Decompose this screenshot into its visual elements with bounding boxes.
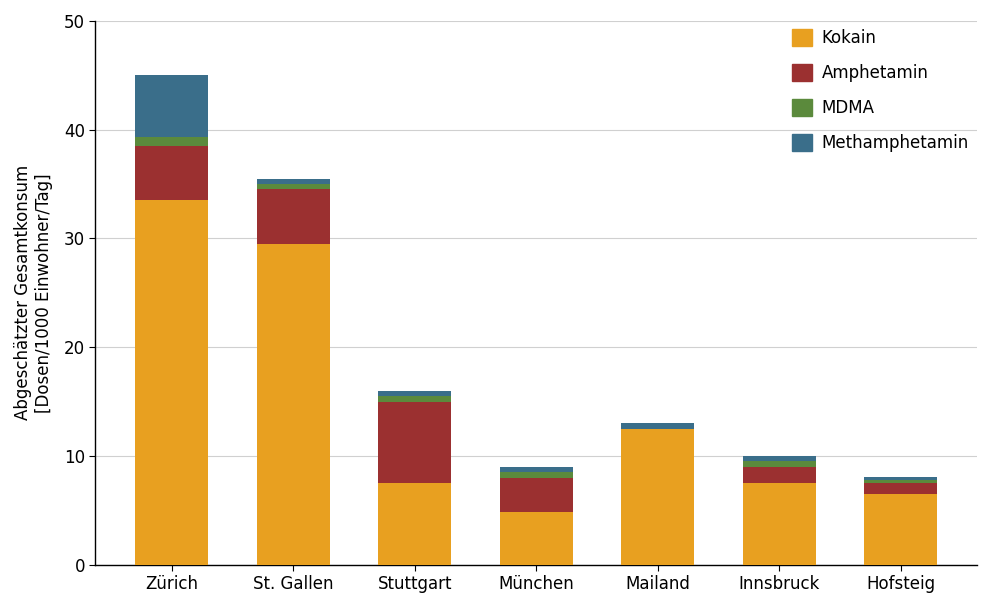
Bar — [379, 396, 451, 402]
Bar — [379, 483, 451, 565]
Bar — [257, 184, 330, 189]
Bar — [136, 200, 208, 565]
Bar — [257, 189, 330, 244]
Bar — [742, 483, 816, 565]
Bar — [257, 178, 330, 184]
Bar — [864, 480, 937, 483]
Bar — [742, 456, 816, 461]
Bar — [499, 472, 573, 478]
Y-axis label: Abgeschätzter Gesamtkonsum
[Dosen/1000 Einwohner/Tag]: Abgeschätzter Gesamtkonsum [Dosen/1000 E… — [14, 165, 53, 421]
Bar — [379, 391, 451, 396]
Bar — [499, 467, 573, 472]
Bar — [621, 429, 694, 565]
Bar — [742, 467, 816, 483]
Bar — [136, 146, 208, 200]
Bar — [499, 512, 573, 565]
Bar — [621, 423, 694, 429]
Bar — [257, 244, 330, 565]
Bar — [136, 137, 208, 146]
Bar — [864, 476, 937, 480]
Legend: Kokain, Amphetamin, MDMA, Methamphetamin: Kokain, Amphetamin, MDMA, Methamphetamin — [792, 29, 969, 152]
Bar — [742, 461, 816, 467]
Bar — [864, 483, 937, 494]
Bar — [864, 494, 937, 565]
Bar — [379, 402, 451, 483]
Bar — [499, 478, 573, 512]
Bar — [136, 75, 208, 137]
